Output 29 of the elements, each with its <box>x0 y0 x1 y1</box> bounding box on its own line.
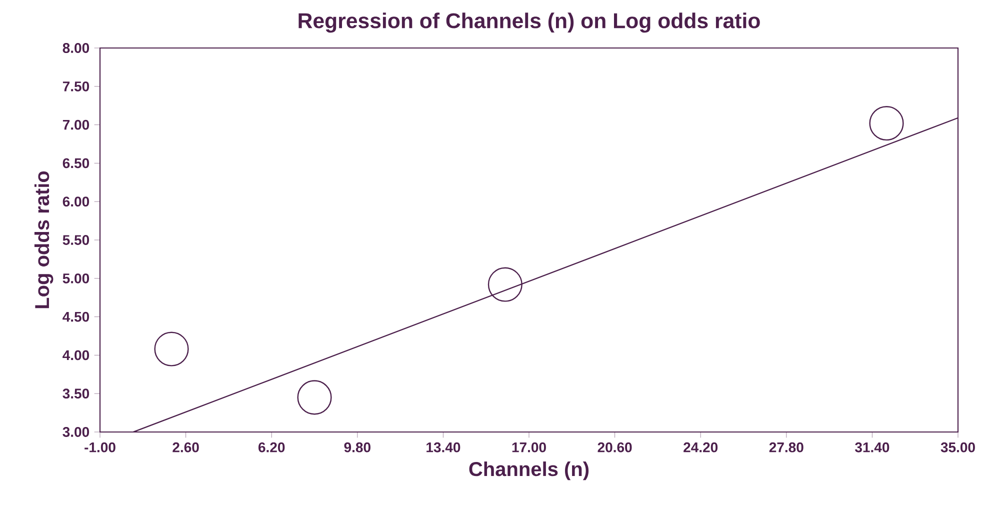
point <box>297 380 332 415</box>
y-tick-label: 6.00 <box>62 196 90 207</box>
point <box>869 106 904 141</box>
point <box>154 332 189 366</box>
x-tick-label: 27.80 <box>769 442 804 452</box>
x-tick-label: 6.20 <box>258 442 285 452</box>
x-tick-label: 17.00 <box>512 442 546 452</box>
y-tick-label: 3.00 <box>62 427 90 437</box>
y-tick-label: 7.00 <box>62 120 90 130</box>
y-tick-label: 5.50 <box>62 235 90 245</box>
chart-title: Regression of Channels (n) on Log odds ratio <box>298 12 760 33</box>
y-tick-label: 6.50 <box>62 158 90 168</box>
x-tick-label: 2.60 <box>172 442 199 452</box>
y-tick-label: 4.00 <box>62 350 90 360</box>
x-tick-label: -1.00 <box>84 442 116 452</box>
x-tick-label: 20.60 <box>598 442 632 452</box>
y-tick-label: 5.00 <box>62 273 90 284</box>
y-axis-title: Log odds ratio <box>34 171 54 308</box>
x-tick-label: 13.40 <box>426 442 460 452</box>
y-tick-label: 8.00 <box>62 43 90 53</box>
x-tick-label: 35.00 <box>940 442 975 452</box>
x-tick-label: 24.20 <box>684 442 718 452</box>
x-axis-title: Channels (n) <box>469 461 589 480</box>
y-tick-label: 7.50 <box>62 81 90 92</box>
point <box>488 267 522 302</box>
x-tick-label: 9.80 <box>344 442 370 452</box>
y-tick-label: 4.50 <box>62 312 90 322</box>
x-tick-label: 31.40 <box>854 442 890 452</box>
y-tick-label: 3.50 <box>62 388 90 399</box>
